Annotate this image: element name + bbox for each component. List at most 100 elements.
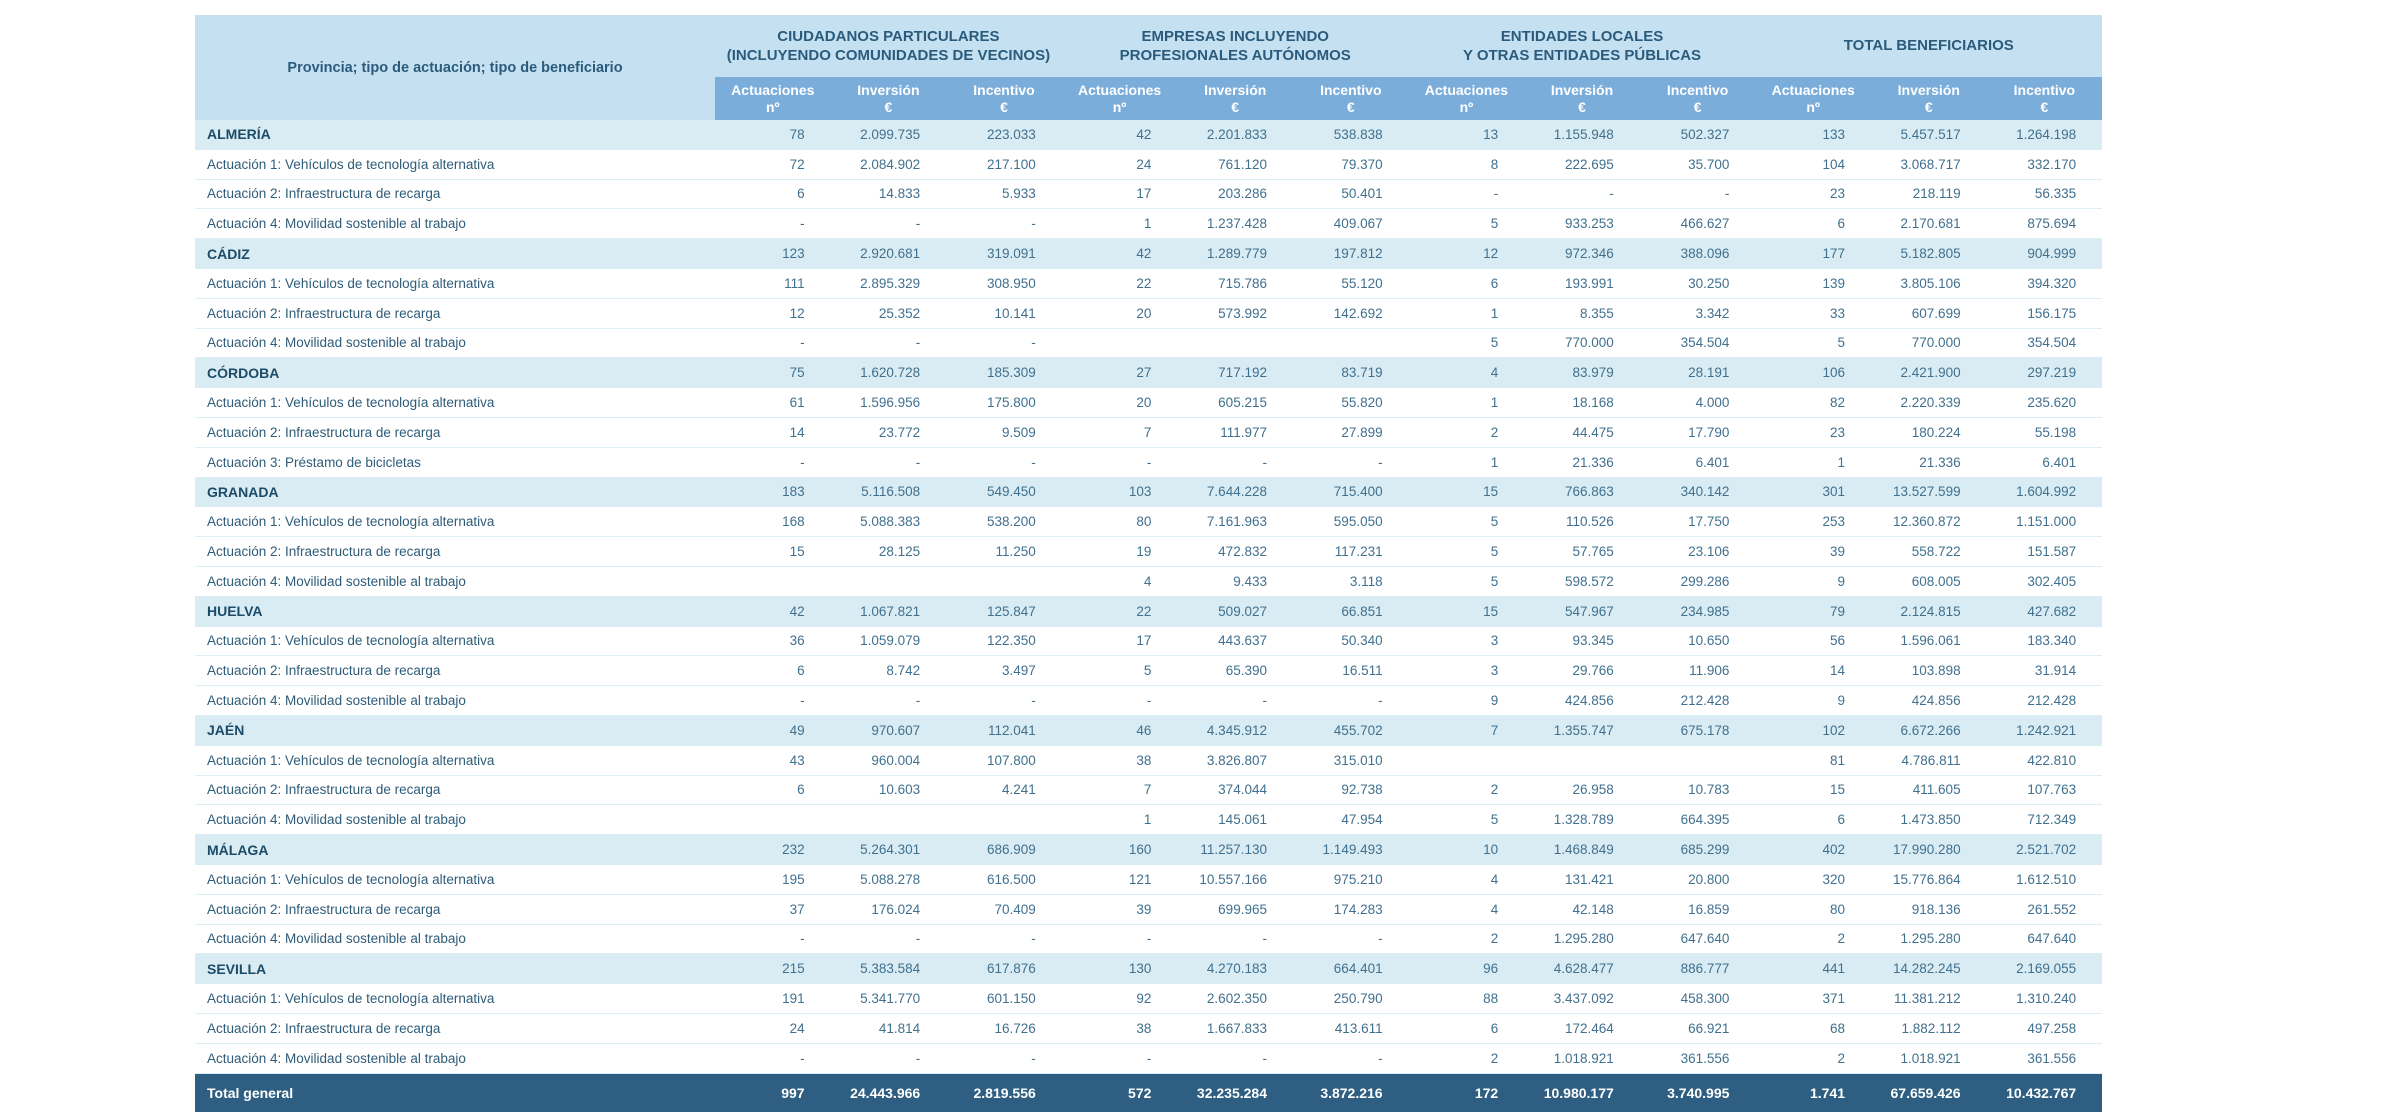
value-cell: 50.340 <box>1292 626 1409 657</box>
value-cell: 121 <box>1061 864 1178 895</box>
value-cell: 5.383.584 <box>830 953 947 985</box>
value-cell: 497.258 <box>1986 1013 2103 1044</box>
value-cell: 24.443.966 <box>830 1073 947 1112</box>
value-cell: 175.800 <box>946 387 1062 418</box>
value-cell: 17 <box>1061 179 1178 210</box>
value-cell: 8 <box>1408 149 1525 180</box>
value-cell: 33 <box>1755 298 1871 329</box>
value-cell: 918.136 <box>1871 894 1987 925</box>
value-cell: 297.219 <box>1986 357 2103 389</box>
value-cell: 183.340 <box>1986 626 2103 657</box>
value-cell: 37 <box>715 894 831 925</box>
value-cell: 18.168 <box>1524 387 1640 418</box>
value-cell: 699.965 <box>1177 894 1293 925</box>
value-cell: 25.352 <box>830 298 947 329</box>
col-header-g3-incentivo: Incentivo € <box>1986 77 2103 120</box>
value-cell: 4.345.912 <box>1177 715 1293 746</box>
row-label: Actuación 2: Infraestructura de recarga <box>195 417 715 448</box>
value-cell: 1.355.747 <box>1524 715 1640 746</box>
value-cell: 1.468.849 <box>1524 834 1640 865</box>
value-cell: 547.967 <box>1524 596 1640 627</box>
province-row: SEVILLA 215 5.383.584 617.876 130 4.270.183 66… <box>195 953 2103 985</box>
value-cell: 32.235.284 <box>1177 1073 1293 1112</box>
value-cell: 28.191 <box>1639 357 1756 389</box>
value-cell: 14 <box>715 417 831 448</box>
value-cell: 142.692 <box>1292 298 1409 329</box>
col-header-g2-inversion: Inversión € <box>1524 77 1640 120</box>
value-cell: - <box>1639 179 1756 210</box>
value-cell: 4.270.183 <box>1177 953 1293 985</box>
value-cell: 223.033 <box>946 120 1062 150</box>
row-label: Actuación 1: Vehículos de tecnología alt… <box>195 864 715 895</box>
value-cell <box>715 566 831 597</box>
group-header-entidades-locales: ENTIDADES LOCALES Y OTRAS ENTIDADES PÚBL… <box>1408 15 1756 77</box>
value-cell: 10.141 <box>946 298 1062 329</box>
value-cell: 197.812 <box>1292 238 1409 269</box>
value-cell: 57.765 <box>1524 536 1640 567</box>
value-cell: 232 <box>715 834 831 865</box>
value-cell: - <box>1292 685 1409 716</box>
value-cell: 712.349 <box>1986 804 2103 836</box>
value-cell: 15 <box>1755 775 1871 806</box>
value-cell: 1.237.428 <box>1177 208 1293 240</box>
value-cell <box>1408 745 1525 776</box>
value-cell: 70.409 <box>946 894 1062 925</box>
value-cell: 315.010 <box>1292 745 1409 776</box>
value-cell: 5.088.383 <box>830 506 947 538</box>
actuacion-row: Actuación 4: Movilidad sostenible al tra… <box>195 1043 2103 1074</box>
value-cell: 6 <box>715 655 831 687</box>
value-cell: 2.170.681 <box>1871 208 1987 240</box>
value-cell: 5 <box>1755 328 1871 359</box>
value-cell: 20.800 <box>1639 864 1756 895</box>
actuacion-row: Actuación 1: Vehículos de tecnología alt… <box>195 387 2103 418</box>
value-cell: 2.099.735 <box>830 120 947 150</box>
value-cell: 23.106 <box>1639 536 1756 567</box>
row-label: Actuación 1: Vehículos de tecnología alt… <box>195 745 715 776</box>
value-cell: 16.859 <box>1639 894 1756 925</box>
value-cell: 7.161.963 <box>1177 506 1293 538</box>
value-cell: 3.497 <box>946 655 1062 687</box>
column-header-row: Actuaciones nº Inversión € Incentivo € Actuaci… <box>195 77 2103 120</box>
value-cell: 3.118 <box>1292 566 1409 597</box>
value-cell: - <box>946 924 1062 955</box>
actuacion-row: Actuación 4: Movilidad sostenible al tra… <box>195 924 2103 955</box>
value-cell: 10.650 <box>1639 626 1756 657</box>
value-cell: 1.741 <box>1755 1073 1871 1112</box>
value-cell: 6 <box>715 179 831 210</box>
value-cell <box>1177 328 1293 359</box>
value-cell: 11.381.212 <box>1871 983 1987 1014</box>
col-header-g1-actuaciones: Actuaciones nº <box>1061 77 1178 120</box>
actuacion-row: Actuación 2: Infraestructura de recarga 6… <box>195 775 2103 806</box>
province-row: JAÉN 49 970.607 112.041 46 4.345.912 455.702 7 1… <box>195 715 2103 746</box>
value-cell: 7.644.228 <box>1177 477 1293 508</box>
value-cell: 174.283 <box>1292 894 1409 925</box>
row-label: Actuación 2: Infraestructura de recarga <box>195 655 715 687</box>
value-cell: - <box>1177 924 1293 955</box>
value-cell: 573.992 <box>1177 298 1293 329</box>
value-cell: 9 <box>1755 566 1871 597</box>
value-cell: 9 <box>1408 685 1525 716</box>
row-label: Actuación 2: Infraestructura de recarga <box>195 536 715 567</box>
province-row: HUELVA 42 1.067.821 125.847 22 509.027 66.851 1… <box>195 596 2103 627</box>
value-cell: 81 <box>1755 745 1871 776</box>
value-cell: 6 <box>1408 1013 1525 1044</box>
value-cell: 111 <box>715 268 831 299</box>
value-cell: 235.620 <box>1986 387 2103 418</box>
value-cell: 50.401 <box>1292 179 1409 210</box>
value-cell: 38 <box>1061 745 1178 776</box>
value-cell: 12 <box>715 298 831 329</box>
value-cell: 441 <box>1755 953 1871 985</box>
value-cell: 686.909 <box>946 834 1062 865</box>
value-cell: 472.832 <box>1177 536 1293 567</box>
value-cell: 424.856 <box>1871 685 1987 716</box>
row-label: Total general <box>195 1073 715 1112</box>
value-cell: 9.433 <box>1177 566 1293 597</box>
value-cell: 413.611 <box>1292 1013 1409 1044</box>
value-cell: - <box>830 685 947 716</box>
value-cell: 106 <box>1755 357 1871 389</box>
row-label: Actuación 4: Movilidad sostenible al tra… <box>195 566 715 597</box>
value-cell: 5 <box>1408 566 1525 597</box>
value-cell: 218.119 <box>1871 179 1987 210</box>
value-cell: 2.895.329 <box>830 268 947 299</box>
value-cell: 4.241 <box>946 775 1062 806</box>
